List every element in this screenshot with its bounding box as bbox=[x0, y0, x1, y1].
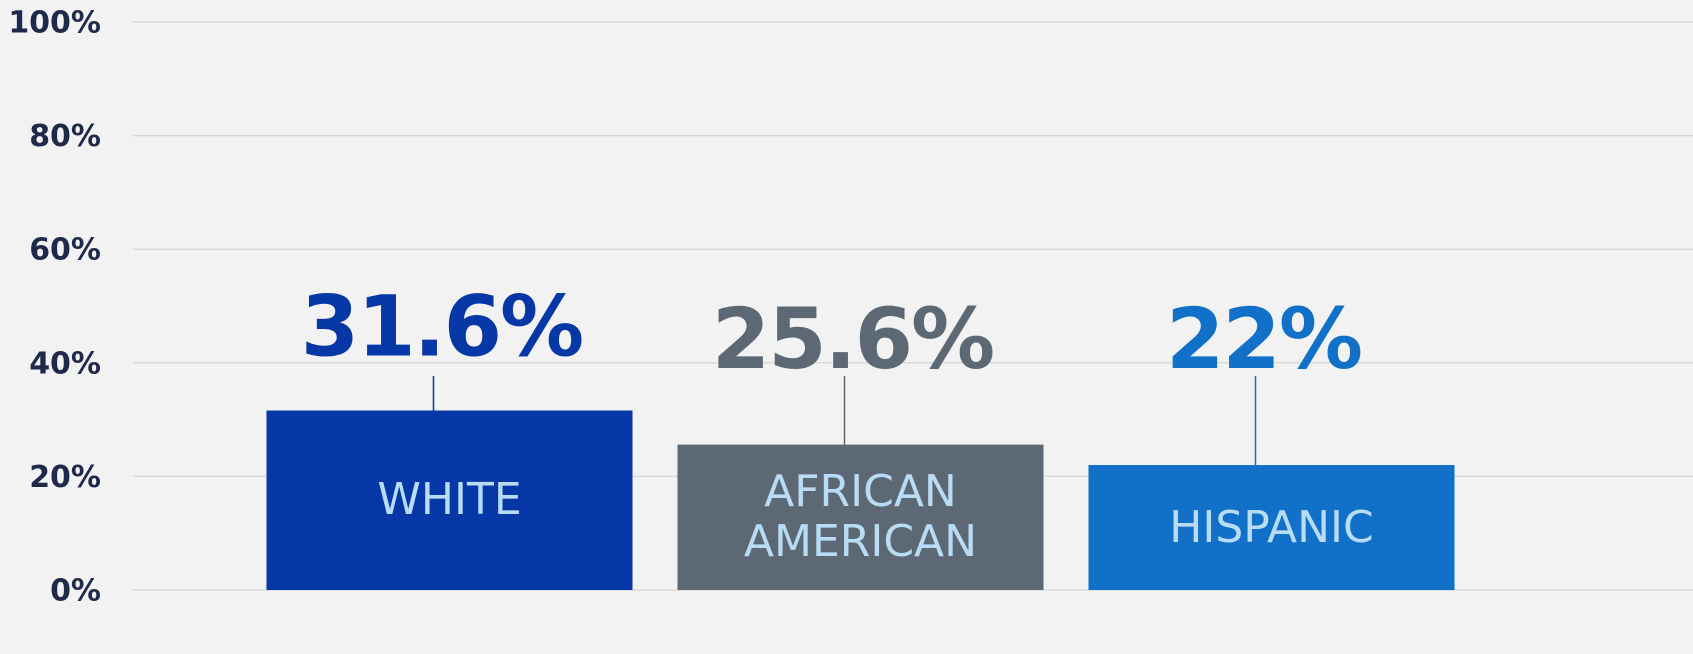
y-tick-label: 0% bbox=[50, 574, 101, 609]
category-label: AFRICAN AMERICAN bbox=[743, 466, 978, 568]
bar bbox=[677, 444, 1044, 590]
data-label: 31.6% bbox=[301, 278, 582, 376]
category-label: HISPANIC bbox=[1169, 501, 1374, 553]
data-label: 22% bbox=[1166, 290, 1361, 388]
y-tick-label: 60% bbox=[29, 233, 101, 268]
bar bbox=[1088, 465, 1455, 590]
y-tick-label: 40% bbox=[29, 346, 101, 381]
category-label: WHITE bbox=[377, 474, 522, 526]
y-tick-label: 20% bbox=[29, 460, 101, 495]
bar bbox=[266, 410, 633, 590]
data-label: 25.6% bbox=[712, 290, 993, 388]
y-tick-label: 100% bbox=[8, 6, 101, 41]
y-tick-label: 80% bbox=[29, 119, 101, 154]
